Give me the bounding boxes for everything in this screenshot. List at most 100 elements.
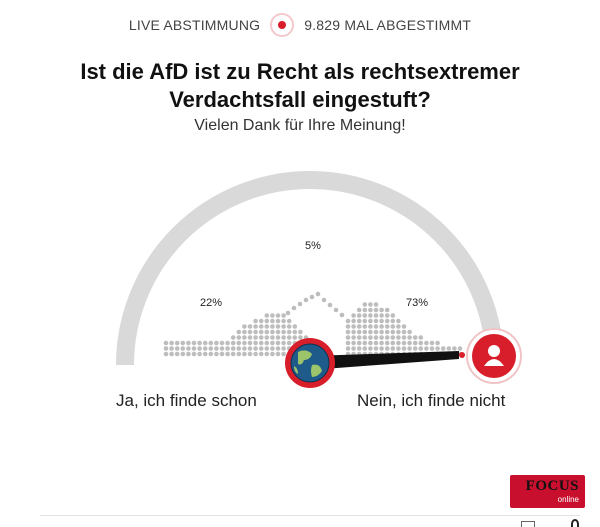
vote-dot — [379, 335, 384, 340]
vote-dot — [407, 329, 412, 335]
vote-dot — [264, 335, 270, 340]
vote-dot — [345, 335, 351, 340]
vote-dot — [264, 313, 270, 318]
vote-dot — [368, 324, 373, 329]
live-vote-bar: LIVE ABSTIMMUNG 9.829 MAL ABGESTIMMT — [0, 12, 600, 38]
vote-dot — [258, 318, 264, 324]
vote-dot — [253, 340, 258, 346]
vote-dot — [258, 351, 264, 357]
vote-dot — [373, 324, 379, 329]
vote-dot — [362, 318, 368, 324]
vote-dot — [247, 346, 253, 351]
vote-dot — [351, 329, 356, 335]
vote-dot — [281, 313, 286, 318]
vote-dot — [253, 318, 258, 324]
vote-dot — [264, 318, 270, 324]
answer-no[interactable]: Nein, ich finde nicht — [357, 391, 506, 410]
result-right-percent: 73% — [406, 297, 428, 309]
vote-dot — [440, 346, 446, 351]
vote-dot — [275, 340, 281, 346]
vote-dot — [197, 346, 202, 351]
vote-dot — [163, 346, 169, 351]
vote-dot — [356, 324, 362, 329]
vote-dot — [379, 329, 384, 335]
vote-dot — [351, 324, 356, 329]
vote-dot — [368, 329, 373, 335]
vote-dot — [401, 335, 407, 340]
vote-dot — [242, 351, 247, 357]
partial-icon[interactable] — [571, 519, 579, 527]
vote-dot — [452, 346, 457, 351]
focus-online-logo[interactable]: FOCUS online — [510, 475, 585, 508]
vote-dot — [309, 294, 315, 300]
globe-icon — [285, 338, 335, 388]
vote-dot — [230, 340, 236, 346]
vote-dot — [242, 335, 247, 340]
vote-dot — [384, 313, 390, 318]
vote-dot — [264, 324, 270, 329]
vote-dot — [390, 335, 396, 340]
window-icon[interactable] — [521, 521, 535, 527]
vote-dot — [356, 307, 362, 313]
vote-dot — [396, 318, 401, 324]
vote-dot — [345, 340, 351, 346]
poll-question: Ist die AfD ist zu Recht als rechtsextre… — [80, 59, 520, 112]
vote-dot — [327, 302, 333, 308]
vote-dot — [356, 335, 362, 340]
vote-dot — [247, 335, 253, 340]
vote-dot — [286, 329, 292, 335]
vote-dot — [373, 329, 379, 335]
vote-dot — [407, 346, 412, 351]
vote-dot — [191, 346, 197, 351]
vote-dot — [197, 340, 202, 346]
vote-dot — [253, 351, 258, 357]
vote-dot — [418, 340, 424, 346]
vote-dot — [286, 335, 292, 340]
vote-dot — [412, 340, 418, 346]
vote-dot — [292, 324, 298, 329]
vote-dot — [379, 324, 384, 329]
vote-dot — [163, 351, 169, 357]
vote-dot — [225, 340, 230, 346]
vote-dot — [202, 340, 208, 346]
vote-dot — [285, 310, 291, 316]
vote-dot — [384, 335, 390, 340]
needle-tip — [459, 352, 465, 358]
vote-dot — [379, 307, 384, 313]
vote-dot — [253, 329, 258, 335]
vote-dot — [281, 351, 286, 357]
vote-dot — [379, 313, 384, 318]
answer-yes[interactable]: Ja, ich finde schon — [116, 391, 257, 410]
vote-dot — [401, 346, 407, 351]
vote-dot — [180, 351, 186, 357]
vote-dot — [169, 340, 174, 346]
vote-dot — [351, 313, 356, 318]
vote-dot — [384, 346, 390, 351]
thanks-message: Vielen Dank für Ihre Meinung! — [194, 117, 406, 134]
vote-dot — [396, 340, 401, 346]
vote-dot — [275, 324, 281, 329]
vote-dot — [208, 346, 214, 351]
brand-name: FOCUS — [525, 478, 579, 494]
result-middle-percent: 5% — [305, 240, 321, 252]
vote-dot — [390, 346, 396, 351]
vote-dot — [396, 324, 401, 329]
result-left-percent: 22% — [200, 297, 222, 309]
gauge-arc — [116, 171, 504, 366]
vote-dot — [407, 335, 412, 340]
vote-dot — [384, 307, 390, 313]
vote-dot — [368, 313, 373, 318]
vote-dot — [286, 318, 292, 324]
vote-dot — [351, 318, 356, 324]
vote-dot — [298, 335, 303, 340]
vote-dot — [356, 318, 362, 324]
vote-dot — [253, 346, 258, 351]
vote-dot — [298, 329, 303, 335]
vote-dot — [219, 346, 225, 351]
vote-dot — [368, 346, 373, 351]
divider — [40, 515, 580, 516]
vote-dot — [225, 351, 230, 357]
vote-dot — [219, 340, 225, 346]
vote-dot — [258, 340, 264, 346]
vote-dot — [351, 335, 356, 340]
